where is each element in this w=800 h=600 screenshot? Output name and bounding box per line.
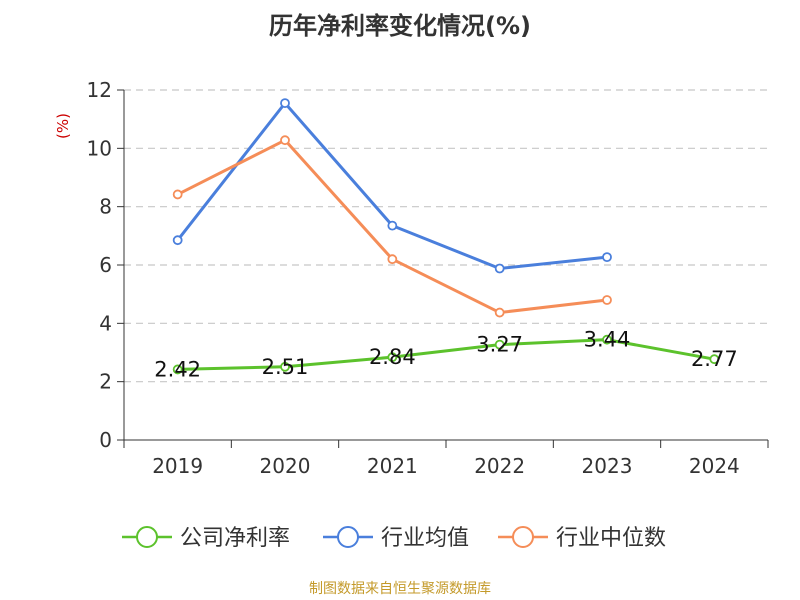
source-footer: 制图数据来自恒生聚源数据库 xyxy=(309,581,491,597)
data-point xyxy=(280,361,290,372)
legend-marker xyxy=(512,526,534,548)
data-label: 2.84 xyxy=(369,345,416,369)
data-point xyxy=(494,339,505,350)
legend-marker xyxy=(337,526,359,548)
axes: 0 2 4 6 8 10 12 2019 2020 2021 2022 2023 2024 xyxy=(87,78,769,478)
data-point xyxy=(387,352,398,363)
grid xyxy=(124,89,768,383)
data-label: 3.44 xyxy=(584,328,631,352)
data-point xyxy=(172,364,183,375)
data-point xyxy=(494,263,505,274)
data-point xyxy=(494,307,505,318)
data-point xyxy=(280,135,290,146)
data-label: 2.77 xyxy=(691,347,738,371)
data-point xyxy=(172,189,183,200)
x-tick-label: 2023 xyxy=(582,454,633,478)
data-point xyxy=(602,252,612,263)
y-tick-label: 8 xyxy=(99,195,112,219)
chart-title: 历年净利率变化情况(%) xyxy=(269,12,531,40)
legend: 公司净利率 行业均值 行业中位数 xyxy=(122,526,666,551)
data-label: 2.42 xyxy=(154,357,201,381)
y-tick-label: 0 xyxy=(99,428,112,452)
series-line xyxy=(177,338,715,371)
legend-label: 行业均值 xyxy=(381,526,469,551)
x-tick-label: 2020 xyxy=(260,454,311,478)
y-tick-label: 12 xyxy=(87,78,112,102)
series-group xyxy=(172,98,720,375)
data-point xyxy=(280,98,290,109)
legend-label: 行业中位数 xyxy=(556,526,666,551)
y-tick-label: 2 xyxy=(99,370,112,394)
data-label: 3.27 xyxy=(476,333,523,357)
y-axis-label: (%) xyxy=(54,113,72,139)
y-tick-label: 6 xyxy=(99,253,112,277)
data-point xyxy=(709,354,720,365)
data-point xyxy=(602,295,612,305)
y-tick-label: 10 xyxy=(87,136,112,160)
data-point xyxy=(387,254,398,265)
data-labels: 2.42 2.51 2.84 3.27 3.44 2.77 xyxy=(154,328,737,382)
legend-marker xyxy=(136,526,158,548)
x-tick-label: 2019 xyxy=(152,454,203,478)
x-tick-label: 2021 xyxy=(367,454,418,478)
data-point xyxy=(387,220,398,231)
y-tick-label: 4 xyxy=(99,311,112,335)
data-label: 2.51 xyxy=(262,355,309,379)
x-tick-label: 2022 xyxy=(474,454,525,478)
series-line xyxy=(176,101,608,270)
data-point xyxy=(602,334,612,345)
x-tick-label: 2024 xyxy=(689,454,740,478)
legend-label: 公司净利率 xyxy=(180,526,290,551)
data-point xyxy=(172,235,183,246)
